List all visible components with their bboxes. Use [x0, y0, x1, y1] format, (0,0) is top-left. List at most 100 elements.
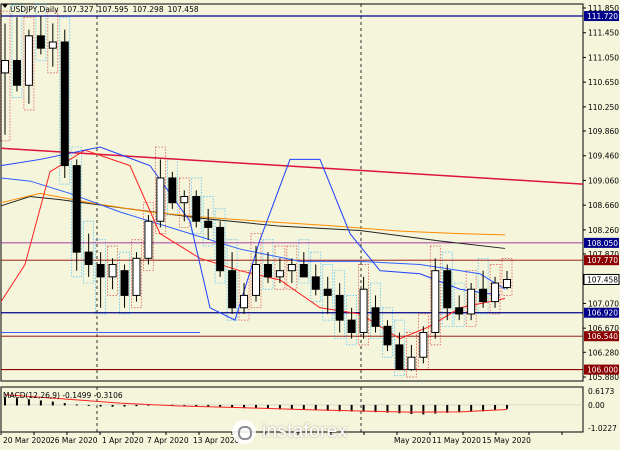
- candle-body: [359, 288, 368, 333]
- candle-body: [12, 60, 21, 86]
- macd-y-tick-label: 0.6173: [588, 387, 614, 396]
- price-tag-box: [584, 11, 619, 22]
- candle-body: [371, 307, 380, 327]
- resistance-trendline: [0, 147, 584, 185]
- candle-body: [48, 41, 57, 49]
- candle-body: [84, 251, 93, 266]
- candle-body: [228, 270, 237, 309]
- symbol-ohlc-label: USDJPY,Daily 107.327 107.595 107.298 107.458: [10, 5, 199, 14]
- ichimoku-cloud-cell: [417, 313, 429, 370]
- price-tag-label: 106.920: [587, 309, 618, 318]
- price-tag-label: 108.050: [587, 239, 618, 248]
- ichimoku-cloud-cell: [190, 177, 202, 234]
- candle-body: [24, 35, 33, 86]
- ichimoku-cloud-cell: [178, 177, 190, 228]
- ohlc-value: 107.595: [98, 5, 129, 14]
- y-tick-label: 111.450: [588, 29, 619, 38]
- watermark: instaforex: [232, 420, 347, 444]
- candle-body: [108, 264, 117, 278]
- y-tick-label: 105.880: [588, 373, 619, 382]
- y-tick-label: 110.250: [588, 103, 619, 112]
- ohlc-value: 107.298: [133, 5, 164, 14]
- ichimoku-cloud-cell: [429, 245, 441, 346]
- ichimoku-cloud-cell: [23, 16, 35, 111]
- candle-body: [287, 264, 296, 272]
- macd-y-tick-label: 0.00: [588, 401, 605, 410]
- candle-body: [323, 288, 332, 296]
- price-tag-label: 111.720: [587, 12, 618, 21]
- candle-body: [455, 307, 464, 315]
- candle-body: [156, 177, 165, 222]
- candle-body: [96, 264, 105, 278]
- y-tick-label: 109.460: [588, 152, 619, 161]
- candle-body: [311, 276, 320, 290]
- x-axis-label: May 2020: [394, 436, 431, 445]
- candle-body: [407, 356, 416, 371]
- ohlc-value: 107.327: [63, 5, 94, 14]
- price-tag-label: 107.458: [587, 275, 618, 284]
- candle-body: [252, 264, 260, 296]
- price-tag-box: [584, 364, 619, 375]
- y-tick-label: 107.070: [588, 299, 619, 308]
- ichimoku-cloud-cell: [310, 251, 322, 302]
- macd-y-tick-label: -1.0227: [588, 424, 617, 433]
- ichimoku-cloud-cell: [501, 258, 513, 296]
- chikou-line: [0, 146, 501, 321]
- ichimoku-cloud-cell: [286, 245, 298, 290]
- instaforex-logo-icon: [232, 420, 256, 444]
- y-tick-label: 109.060: [588, 176, 619, 185]
- y-tick-label: 108.660: [588, 201, 619, 210]
- candle-body: [479, 288, 488, 303]
- candle-body: [120, 270, 129, 296]
- price-tag-label: 106.540: [587, 332, 618, 341]
- ichimoku-cloud-cell: [166, 159, 178, 216]
- candle-body: [204, 220, 213, 228]
- price-tag-box: [584, 237, 619, 248]
- ichimoku-cloud-cell: [11, 4, 23, 98]
- y-tick-label: 111.850: [588, 4, 619, 13]
- candle-body: [431, 270, 440, 333]
- candle-body: [443, 270, 452, 309]
- ichimoku-cloud-cell: [238, 270, 250, 321]
- price-tag-box: [583, 273, 620, 285]
- ichimoku-cloud-cell: [346, 295, 357, 346]
- price-tag-box: [584, 255, 619, 266]
- candle-body: [467, 288, 476, 315]
- ichimoku-cloud-cell: [394, 319, 405, 377]
- ichimoku-cloud-cell: [35, 3, 47, 61]
- y-tick-label: 111.050: [588, 53, 619, 62]
- candle-body: [383, 325, 392, 346]
- candle-body: [144, 220, 153, 259]
- candle-body: [36, 35, 45, 49]
- price-pane-frame: [0, 3, 584, 382]
- y-tick-label: 108.260: [588, 226, 619, 235]
- y-tick-label: 107.870: [588, 250, 619, 259]
- candle-body: [419, 331, 428, 358]
- macd-signal-line: [4, 394, 508, 413]
- candle-body: [180, 196, 189, 204]
- price-tag-label: 107.770: [587, 256, 618, 265]
- ichimoku-cloud-cell: [107, 245, 118, 296]
- price-tag-box: [584, 307, 619, 318]
- x-axis-label: 13 Apr 2020: [193, 436, 240, 445]
- collapse-arrow-icon: [2, 4, 8, 8]
- ichimoku-cloud-cell: [382, 307, 393, 358]
- macd-pane-frame: [0, 386, 584, 433]
- ichimoku-cloud-cell: [477, 257, 489, 315]
- candle-body: [60, 41, 69, 167]
- x-axis-label: 15 May 2020: [482, 436, 531, 445]
- x-axis-label: 20 Mar 2020: [3, 436, 51, 445]
- ichimoku-cloud-cell: [202, 196, 214, 247]
- ichimoku-cloud-cell: [0, 10, 11, 142]
- candle-body: [347, 319, 356, 333]
- ichimoku-cloud-cell: [465, 270, 477, 327]
- candle-body: [335, 294, 344, 321]
- candle-body: [275, 270, 284, 278]
- ichimoku-cloud-cell: [274, 245, 286, 290]
- ichimoku-cloud-cell: [59, 16, 71, 185]
- ichimoku-cloud-cell: [71, 146, 83, 278]
- moving-average-mid: [0, 192, 506, 236]
- price-tag-box: [584, 331, 619, 342]
